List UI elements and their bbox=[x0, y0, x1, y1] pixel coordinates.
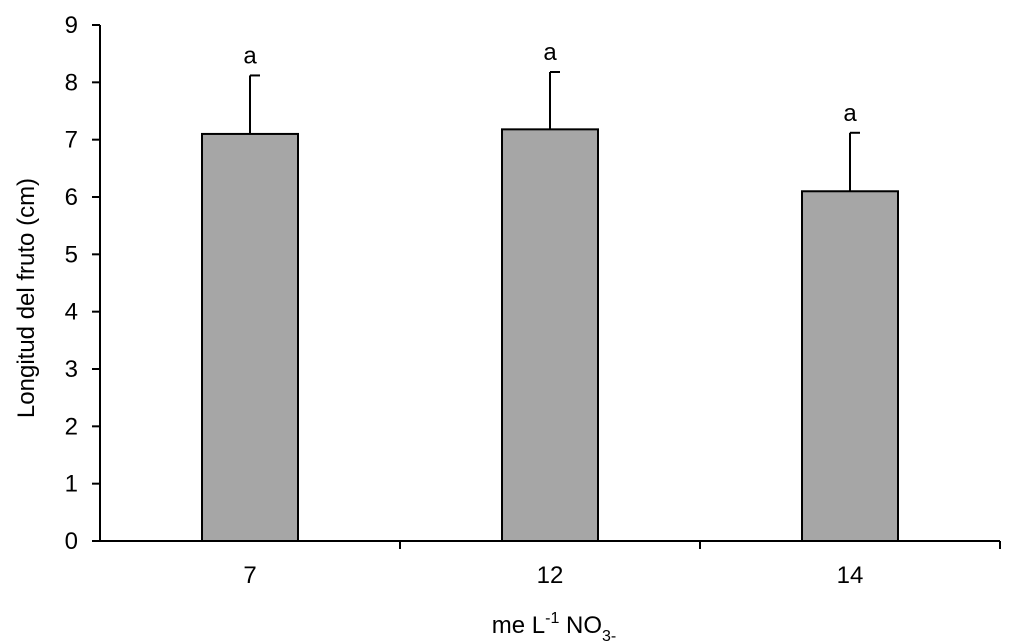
y-tick-label: 9 bbox=[65, 12, 78, 39]
x-axis-title: me L-1 NO3- bbox=[492, 610, 617, 641]
y-tick-label: 3 bbox=[65, 356, 78, 383]
y-axis-title: Longitud del fruto (cm) bbox=[13, 178, 40, 418]
x-tick-label-12: 12 bbox=[537, 562, 564, 589]
bar-7 bbox=[201, 132, 299, 543]
y-tick-label: 1 bbox=[65, 471, 78, 498]
y-tick-label: 7 bbox=[65, 127, 78, 154]
x-axis-ticks: 7 12 14 bbox=[243, 541, 1001, 589]
y-tick-label: 5 bbox=[65, 241, 78, 268]
bars-group bbox=[201, 128, 899, 543]
x-tick-label-14: 14 bbox=[837, 562, 864, 589]
y-tick-label: 8 bbox=[65, 69, 78, 96]
y-axis-ticks: 0 1 2 3 4 5 6 7 8 9 bbox=[65, 12, 100, 555]
y-tick-label: 2 bbox=[65, 413, 78, 440]
y-tick-label: 4 bbox=[65, 299, 78, 326]
error-bars-group bbox=[249, 71, 860, 192]
x-axis-title-middle: NO bbox=[559, 612, 602, 639]
significance-labels-group: a a a bbox=[243, 39, 857, 127]
significance-label-12: a bbox=[543, 39, 557, 66]
x-axis-title-superscript: -1 bbox=[545, 610, 559, 627]
x-axis-title-prefix: me L bbox=[492, 612, 545, 639]
significance-label-7: a bbox=[243, 42, 257, 69]
bar-12 bbox=[501, 128, 599, 542]
significance-label-14: a bbox=[843, 100, 857, 127]
x-axis-title-subscript: 3- bbox=[602, 628, 616, 641]
y-tick-label: 6 bbox=[65, 184, 78, 211]
y-tick-label: 0 bbox=[65, 528, 78, 555]
x-tick-label-7: 7 bbox=[243, 562, 256, 589]
bar-14 bbox=[801, 190, 899, 542]
